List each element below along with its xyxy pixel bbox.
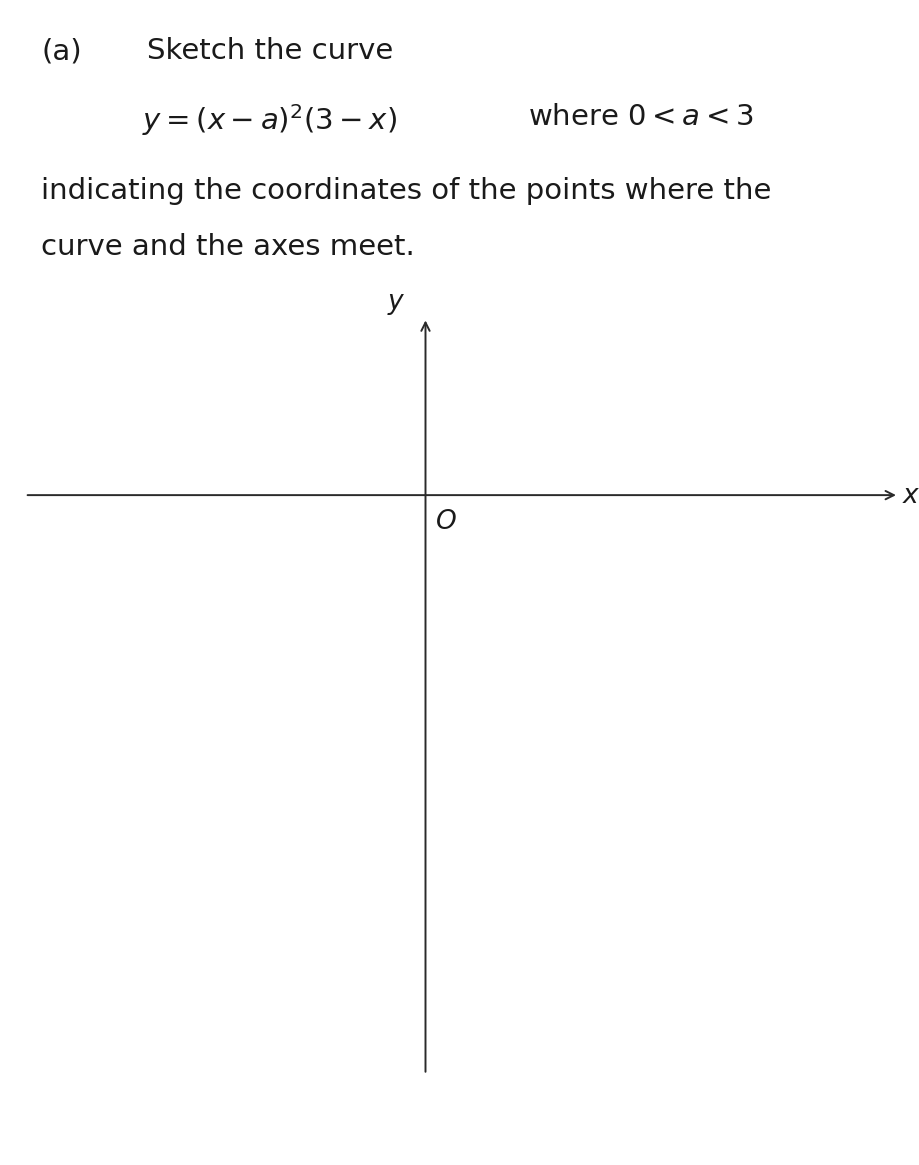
Text: $y$: $y$: [387, 292, 405, 317]
Text: $O$: $O$: [435, 509, 457, 534]
Text: where $0 < a < 3$: where $0 < a < 3$: [528, 103, 754, 130]
Text: Sketch the curve: Sketch the curve: [147, 37, 393, 65]
Text: indicating the coordinates of the points where the: indicating the coordinates of the points…: [41, 177, 772, 205]
Text: curve and the axes meet.: curve and the axes meet.: [41, 233, 415, 261]
Text: $x$: $x$: [902, 482, 919, 508]
Text: (a): (a): [41, 37, 82, 65]
Text: $y = (x - a)^{2}(3 - x)$: $y = (x - a)^{2}(3 - x)$: [142, 103, 398, 139]
